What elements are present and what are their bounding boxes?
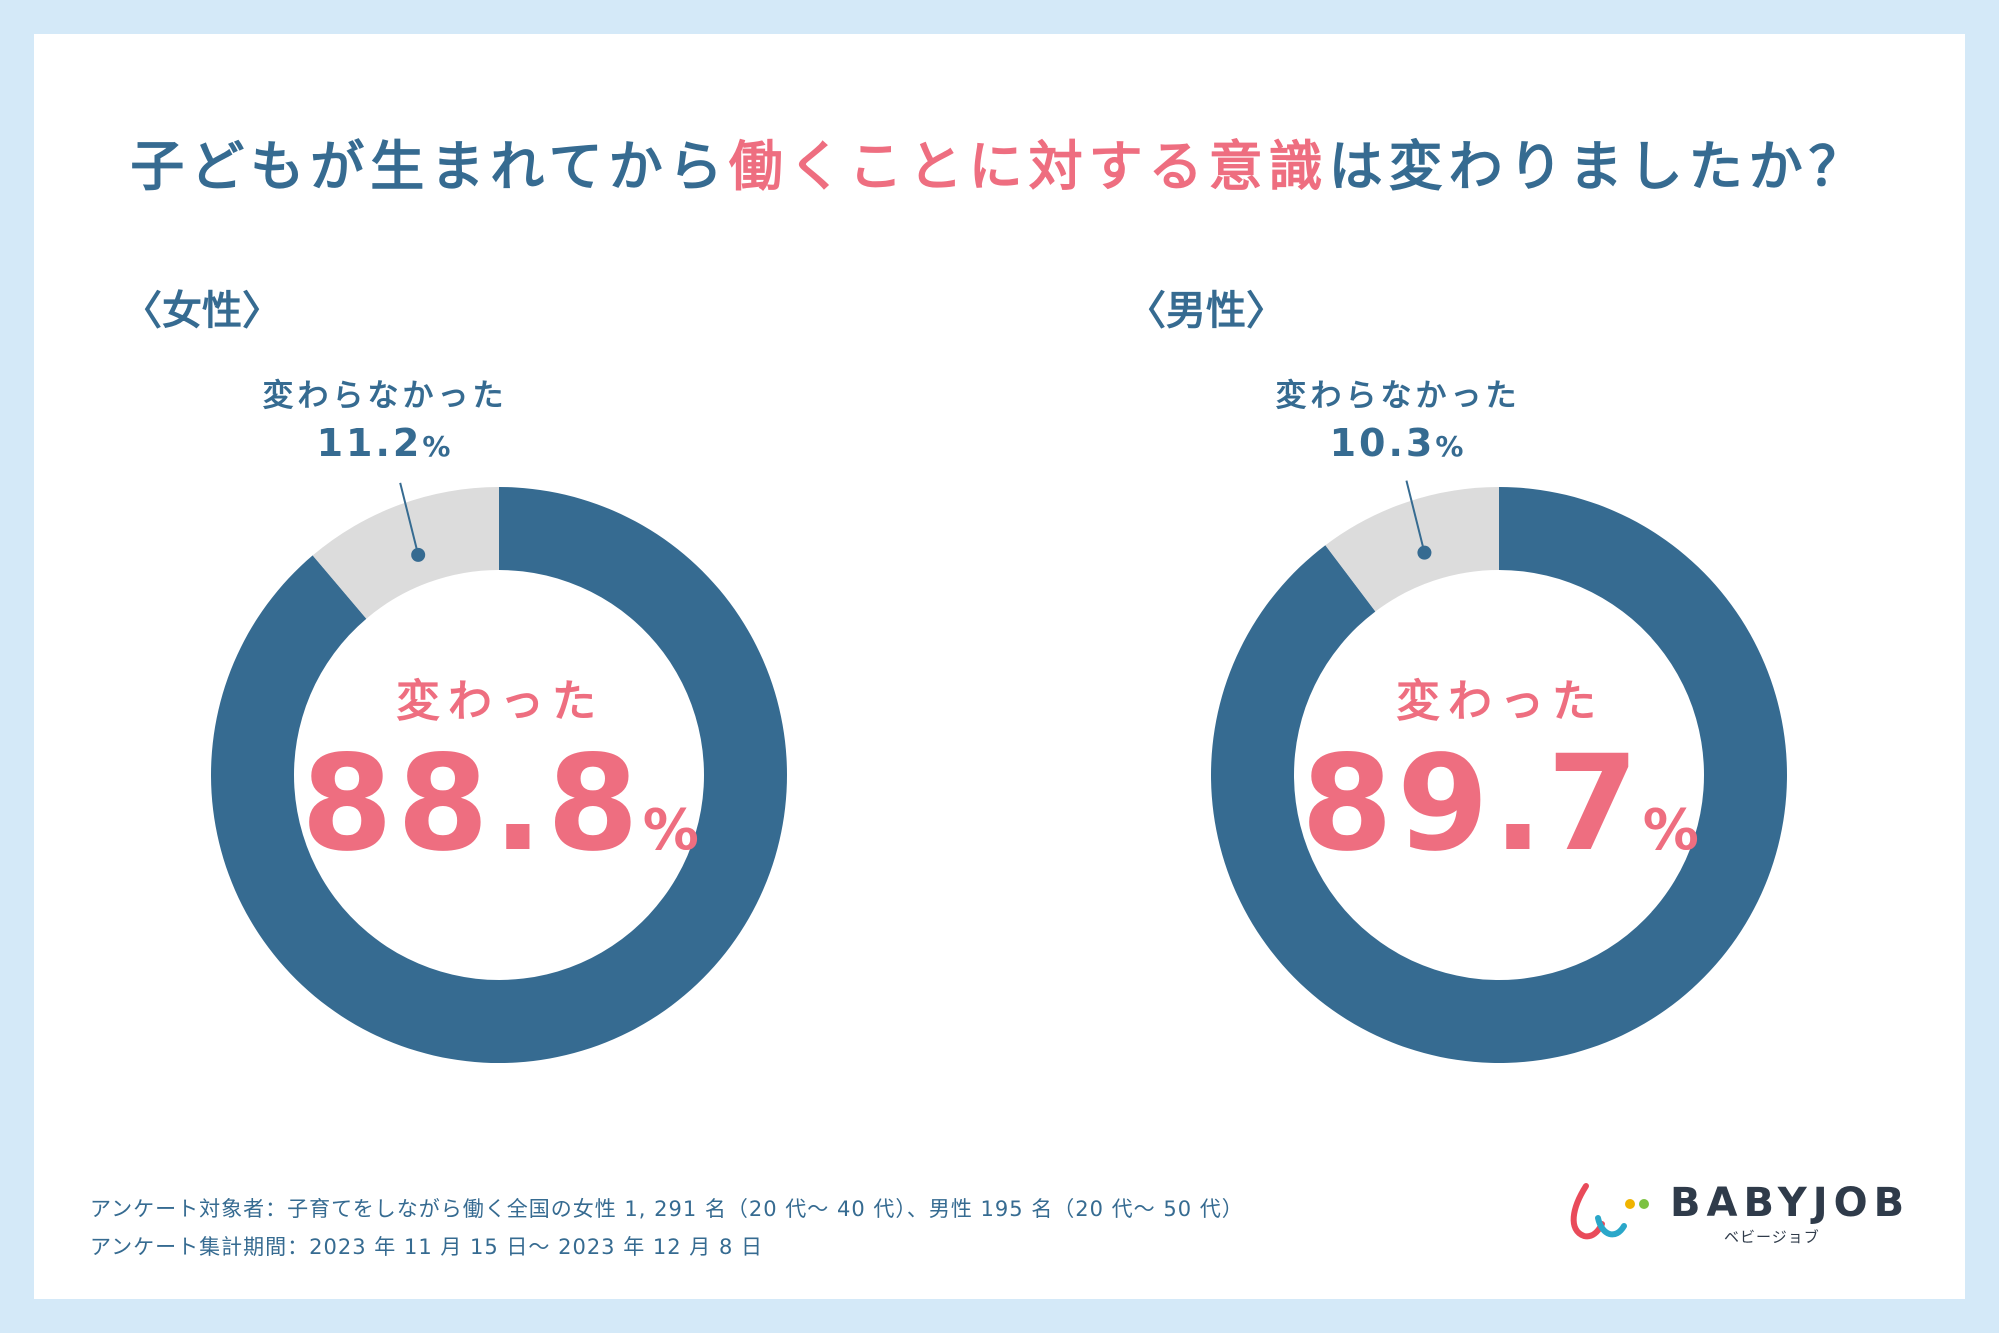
unchanged-value-male: 10.3% [1329,421,1467,465]
unchanged-label-male: 変わらなかった [1275,378,1521,414]
slice-unchanged-male [1325,487,1499,612]
changed-center-male: 変わった 89.7% [1300,665,1700,881]
logo-name: BABYJOB [1670,1180,1911,1226]
leader-line-male [1405,480,1426,553]
slice-unchanged-female [312,487,499,619]
babyjob-logo-icon [1570,1183,1649,1240]
unchanged-callout-male: 変わらなかった 10.3% [1248,370,1548,465]
group-label-male: 〈男性〉 [1126,288,1286,334]
changed-value-male: 89.7% [1301,727,1699,881]
chart-title: 子どもが生まれてから働くことに対する意識は変わりましたか？ [0,122,1999,201]
changed-label-male: 変わった [1396,676,1604,727]
unchanged-label-female: 変わらなかった [262,378,508,414]
logo-subtitle: ベビージョブ [1724,1228,1820,1246]
title-highlight: 働くことに対する意識 [728,135,1329,198]
changed-value-female: 88.8% [301,727,699,881]
changed-center-female: 変わった 88.8% [300,665,700,881]
title-part1: 子どもが生まれてから [130,135,729,198]
leader-dot-male [1417,545,1432,560]
leader-line-female [399,482,420,556]
footer-respondents: アンケート対象者：子育てをしながら働く全国の女性 1, 291 名（20 代～ … [90,1197,1244,1221]
title-part2: は変わりましたか？ [1328,135,1869,198]
footer-period: アンケート集計期間：2023 年 11 月 15 日～ 2023 年 12 月 … [90,1235,763,1259]
chart-card [34,34,1965,1299]
leader-dot-female [411,547,426,562]
group-label-female: 〈女性〉 [122,288,282,334]
unchanged-value-female: 11.2% [316,421,454,465]
changed-label-female: 変わった [396,676,604,727]
unchanged-callout-female: 変わらなかった 11.2% [235,370,535,465]
